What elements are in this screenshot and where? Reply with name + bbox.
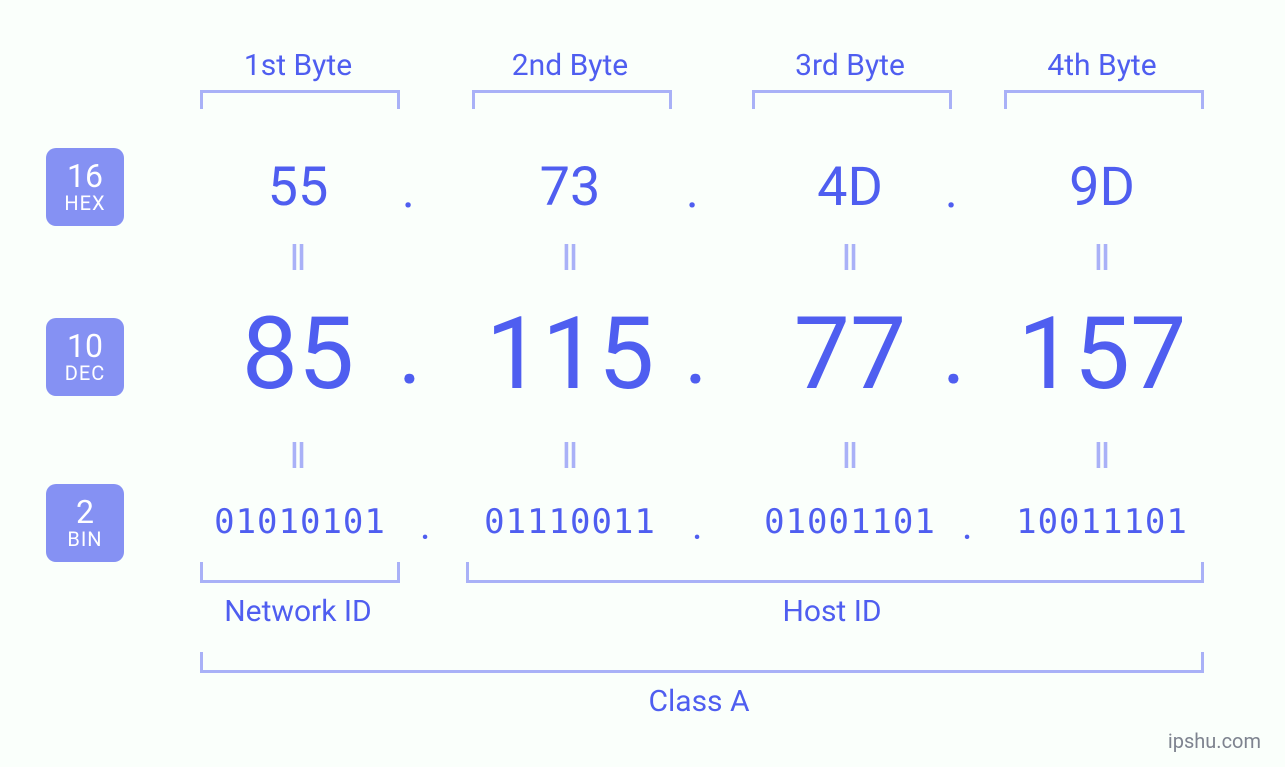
top-bracket-3: [752, 90, 952, 109]
bin-dot-3: .: [962, 502, 973, 549]
badge-dec-num: 10: [67, 330, 103, 364]
bin-byte-3: 01001101: [730, 502, 970, 542]
bin-byte-2: 01110011: [450, 502, 690, 542]
equal-r2-c3: ǁ: [830, 436, 870, 477]
byte-header-1: 1st Byte: [188, 48, 408, 83]
bin-byte-4: 10011101: [982, 502, 1222, 542]
bin-dot-1: .: [420, 502, 431, 549]
equal-r1-c2: ǁ: [550, 238, 590, 279]
dec-byte-1: 85: [198, 296, 398, 413]
badge-hex-label: HEX: [64, 193, 105, 214]
hex-dot-1: .: [402, 162, 415, 219]
label-class: Class A: [200, 684, 1198, 719]
bracket-class: [200, 652, 1204, 673]
top-bracket-1: [200, 90, 400, 109]
byte-header-3: 3rd Byte: [740, 48, 960, 83]
equal-r2-c1: ǁ: [278, 436, 318, 477]
byte-header-4: 4th Byte: [992, 48, 1212, 83]
equal-r2-c2: ǁ: [550, 436, 590, 477]
hex-byte-2: 73: [460, 156, 680, 219]
equal-r1-c3: ǁ: [830, 238, 870, 279]
label-host-id: Host ID: [466, 594, 1198, 629]
byte-header-2: 2nd Byte: [460, 48, 680, 83]
badge-bin-num: 2: [76, 496, 94, 530]
bracket-network-id: [200, 562, 400, 583]
badge-hex: 16 HEX: [46, 148, 124, 226]
dec-dot-1: .: [398, 300, 422, 405]
bin-byte-1: 01010101: [180, 502, 420, 542]
hex-dot-2: .: [686, 162, 699, 219]
equal-r2-c4: ǁ: [1082, 436, 1122, 477]
badge-dec-label: DEC: [65, 363, 106, 384]
dec-byte-4: 157: [982, 296, 1222, 413]
top-bracket-4: [1004, 90, 1204, 109]
dec-byte-3: 77: [750, 296, 950, 413]
dec-dot-2: .: [684, 300, 708, 405]
hex-byte-4: 9D: [992, 156, 1212, 219]
badge-hex-num: 16: [67, 160, 103, 194]
equal-r1-c1: ǁ: [278, 238, 318, 279]
hex-dot-3: .: [945, 162, 958, 219]
credit-text: ipshu.com: [1168, 729, 1261, 753]
dec-byte-2: 115: [450, 296, 690, 413]
top-bracket-2: [472, 90, 672, 109]
bin-dot-2: .: [692, 502, 703, 549]
dec-dot-3: .: [942, 300, 966, 405]
label-network-id: Network ID: [198, 594, 398, 629]
bracket-host-id: [466, 562, 1204, 583]
hex-byte-1: 55: [198, 156, 398, 219]
equal-r1-c4: ǁ: [1082, 238, 1122, 279]
hex-byte-3: 4D: [750, 156, 950, 219]
badge-dec: 10 DEC: [46, 318, 124, 396]
badge-bin-label: BIN: [67, 529, 102, 550]
badge-bin: 2 BIN: [46, 484, 124, 562]
